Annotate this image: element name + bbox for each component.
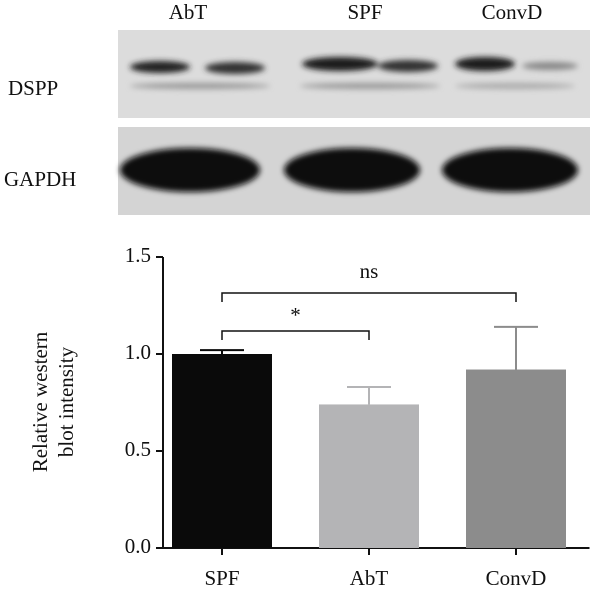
row-label: DSPP xyxy=(8,76,58,100)
bar xyxy=(319,404,419,548)
y-axis-label: blot intensity xyxy=(54,346,78,457)
significance-bracket xyxy=(221,292,517,302)
row-label: GAPDH xyxy=(4,167,76,191)
lane-label: ConvD xyxy=(482,0,543,24)
bar xyxy=(172,354,272,548)
y-tick-label: 1.0 xyxy=(125,340,151,364)
significance-bracket xyxy=(221,330,370,340)
x-tick-label: ConvD xyxy=(486,566,547,590)
significance-label: * xyxy=(290,303,301,327)
lane-label: AbT xyxy=(169,0,208,24)
bar xyxy=(466,369,566,548)
western-blot: AbT SPF ConvD DSPP GAPDH xyxy=(4,0,590,215)
y-axis-label: Relative western xyxy=(28,331,52,472)
y-tick-label: 0.5 xyxy=(125,437,151,461)
significance-label: ns xyxy=(360,259,379,283)
lane-label: SPF xyxy=(347,0,382,24)
y-tick-label: 0.0 xyxy=(125,534,151,558)
bands xyxy=(120,57,578,192)
blot-panel xyxy=(118,30,590,118)
y-tick-label: 1.5 xyxy=(125,243,151,267)
x-tick-label: SPF xyxy=(204,566,239,590)
x-tick-label: AbT xyxy=(350,566,389,590)
